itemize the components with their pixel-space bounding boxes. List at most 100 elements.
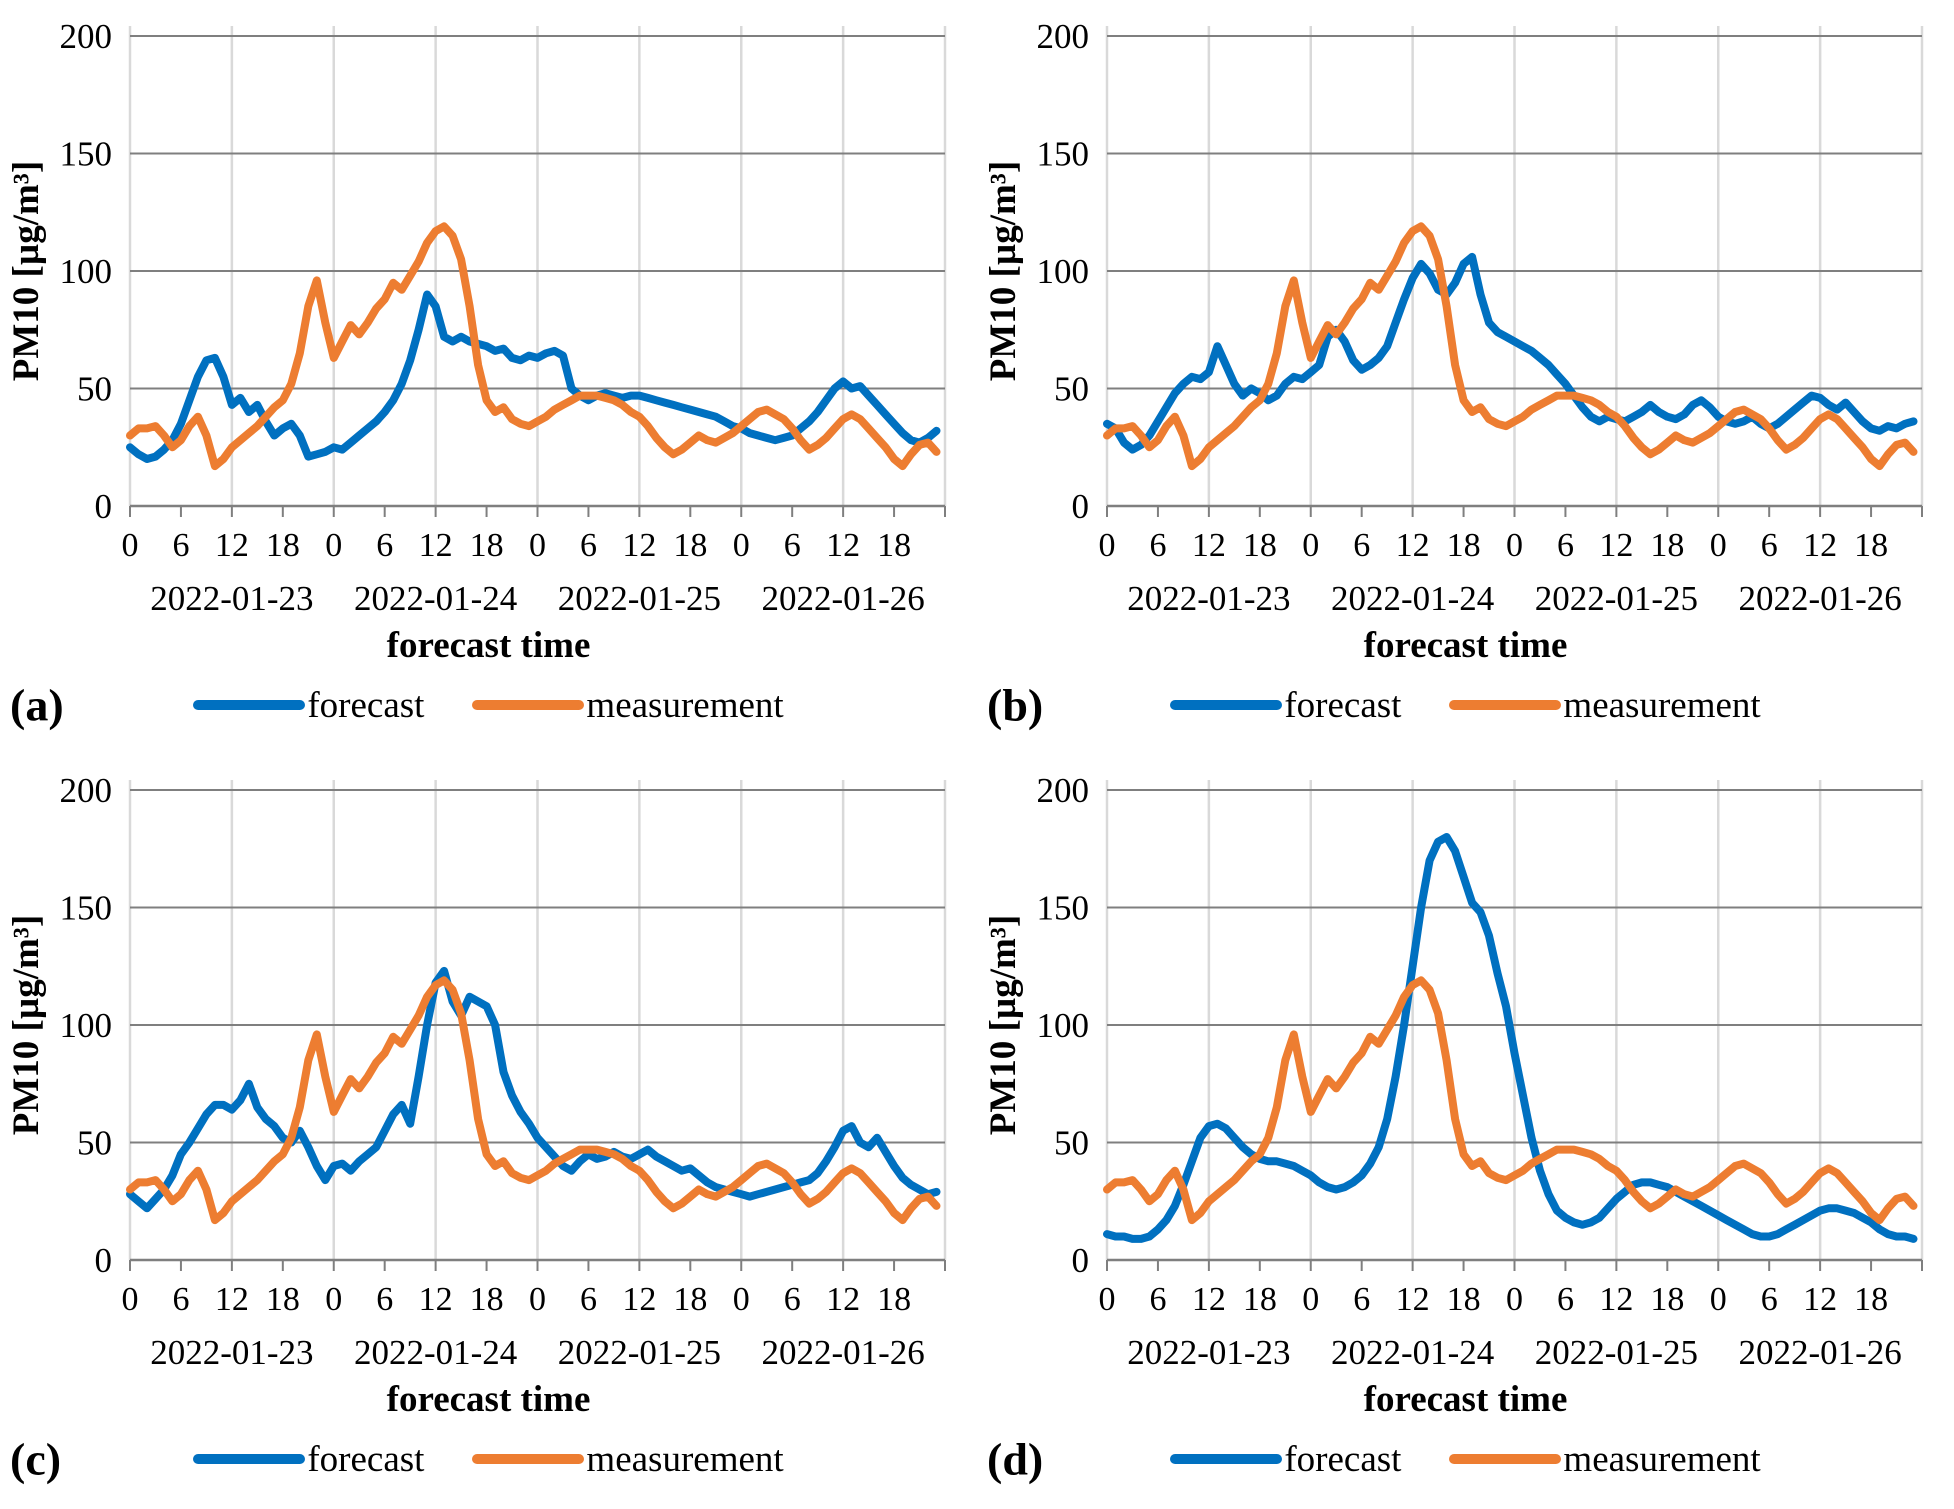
svg-text:2022-01-23: 2022-01-23: [150, 1333, 313, 1372]
svg-text:150: 150: [60, 135, 113, 174]
chart-panel-d: 0 50 100 150 200 0 6 12 18 0 6 12 18 0 6 12 18 0 6 12 18 2022…: [977, 754, 1954, 1509]
legend-label-forecast: forecast: [1284, 684, 1402, 726]
legend-label-measurement: measurement: [586, 1438, 784, 1480]
svg-text:12: 12: [826, 1281, 860, 1318]
legend: forecast measurement: [0, 1428, 977, 1490]
svg-text:2022-01-23: 2022-01-23: [1127, 579, 1290, 618]
svg-text:100: 100: [60, 252, 113, 291]
svg-text:2022-01-24: 2022-01-24: [354, 1333, 517, 1372]
legend: forecast measurement: [977, 1428, 1954, 1490]
svg-text:6: 6: [580, 527, 597, 564]
svg-text:0: 0: [1302, 1281, 1319, 1318]
svg-text:18: 18: [1243, 1281, 1277, 1318]
svg-text:2022-01-23: 2022-01-23: [150, 579, 313, 618]
svg-text:0: 0: [1506, 1281, 1523, 1318]
svg-text:6: 6: [784, 527, 801, 564]
legend-swatch-measurement: [472, 1454, 585, 1464]
legend-label-measurement: measurement: [1563, 1438, 1761, 1480]
svg-text:6: 6: [580, 1281, 597, 1318]
svg-text:12: 12: [1599, 527, 1633, 564]
svg-text:0: 0: [1072, 487, 1090, 526]
svg-text:6: 6: [1149, 1281, 1166, 1318]
svg-text:12: 12: [622, 1281, 656, 1318]
svg-text:6: 6: [1557, 527, 1574, 564]
svg-text:50: 50: [1054, 1124, 1089, 1163]
svg-text:12: 12: [215, 527, 249, 564]
svg-text:2022-01-26: 2022-01-26: [1738, 579, 1901, 618]
svg-text:12: 12: [826, 527, 860, 564]
svg-text:100: 100: [60, 1006, 113, 1045]
x-axis-title: forecast time: [386, 1379, 591, 1420]
svg-text:18: 18: [877, 527, 911, 564]
svg-text:0: 0: [325, 1281, 342, 1318]
svg-text:6: 6: [1353, 527, 1370, 564]
svg-text:6: 6: [784, 1281, 801, 1318]
svg-text:0: 0: [1710, 527, 1727, 564]
svg-text:2022-01-26: 2022-01-26: [1738, 1333, 1901, 1372]
svg-text:6: 6: [1149, 527, 1166, 564]
svg-text:6: 6: [1557, 1281, 1574, 1318]
svg-text:18: 18: [470, 1281, 504, 1318]
svg-text:18: 18: [266, 527, 300, 564]
svg-text:18: 18: [673, 527, 707, 564]
svg-text:2022-01-25: 2022-01-25: [1535, 1333, 1698, 1372]
legend-swatch-measurement: [1449, 700, 1562, 710]
svg-text:0: 0: [122, 1281, 139, 1318]
svg-text:12: 12: [622, 527, 656, 564]
legend-label-forecast: forecast: [1284, 1438, 1402, 1480]
legend-swatch-forecast: [193, 1454, 306, 1464]
legend-label-measurement: measurement: [1563, 684, 1761, 726]
legend-label-forecast: forecast: [307, 1438, 425, 1480]
legend-swatch-measurement: [1449, 1454, 1562, 1464]
svg-text:12: 12: [215, 1281, 249, 1318]
svg-text:150: 150: [1037, 135, 1090, 174]
svg-text:200: 200: [1037, 17, 1090, 56]
svg-text:0: 0: [1072, 1241, 1090, 1280]
svg-text:18: 18: [1447, 1281, 1481, 1318]
svg-text:PM10 [µg/m³]: PM10 [µg/m³]: [983, 915, 1024, 1135]
svg-text:PM10 [µg/m³]: PM10 [µg/m³]: [6, 161, 47, 381]
svg-text:12: 12: [1803, 527, 1837, 564]
svg-text:200: 200: [1037, 771, 1090, 810]
svg-text:0: 0: [1099, 527, 1116, 564]
svg-text:12: 12: [1599, 1281, 1633, 1318]
svg-text:12: 12: [1192, 1281, 1226, 1318]
svg-text:2022-01-25: 2022-01-25: [1535, 579, 1698, 618]
svg-text:0: 0: [325, 527, 342, 564]
svg-text:0: 0: [95, 1241, 113, 1280]
x-axis-title: forecast time: [1363, 1379, 1568, 1420]
svg-text:18: 18: [1447, 527, 1481, 564]
svg-text:2022-01-24: 2022-01-24: [354, 579, 517, 618]
legend-swatch-forecast: [1170, 1454, 1283, 1464]
svg-text:PM10 [µg/m³]: PM10 [µg/m³]: [983, 161, 1024, 381]
svg-text:0: 0: [733, 1281, 750, 1318]
svg-text:18: 18: [1243, 527, 1277, 564]
svg-text:18: 18: [1650, 1281, 1684, 1318]
legend-swatch-forecast: [1170, 700, 1283, 710]
svg-text:PM10 [µg/m³]: PM10 [µg/m³]: [6, 915, 47, 1135]
svg-text:2022-01-25: 2022-01-25: [558, 1333, 721, 1372]
panel-label: (c): [10, 1433, 62, 1485]
svg-text:2022-01-24: 2022-01-24: [1331, 579, 1494, 618]
svg-text:200: 200: [60, 17, 113, 56]
svg-text:0: 0: [1506, 527, 1523, 564]
svg-text:6: 6: [376, 527, 393, 564]
svg-text:150: 150: [60, 889, 113, 928]
svg-text:2022-01-24: 2022-01-24: [1331, 1333, 1494, 1372]
svg-text:18: 18: [1854, 1281, 1888, 1318]
svg-text:2022-01-23: 2022-01-23: [1127, 1333, 1290, 1372]
svg-text:12: 12: [1396, 1281, 1430, 1318]
x-axis-title: forecast time: [1363, 625, 1568, 666]
svg-text:12: 12: [419, 527, 453, 564]
panel-label: (d): [987, 1433, 1044, 1485]
panel-label: (a): [10, 679, 64, 731]
svg-text:18: 18: [1650, 527, 1684, 564]
legend-swatch-forecast: [193, 700, 306, 710]
chart-panel-b: 0 50 100 150 200 0 6 12 18 0 6 12 18 0 6 12 18 0 6 12 18 2022…: [977, 0, 1954, 754]
chart-panel-c: 0 50 100 150 200 0 6 12 18 0 6 12 18 0 6 12 18 0 6 12 18 2022…: [0, 754, 977, 1509]
svg-text:6: 6: [1761, 527, 1778, 564]
svg-text:0: 0: [1302, 527, 1319, 564]
